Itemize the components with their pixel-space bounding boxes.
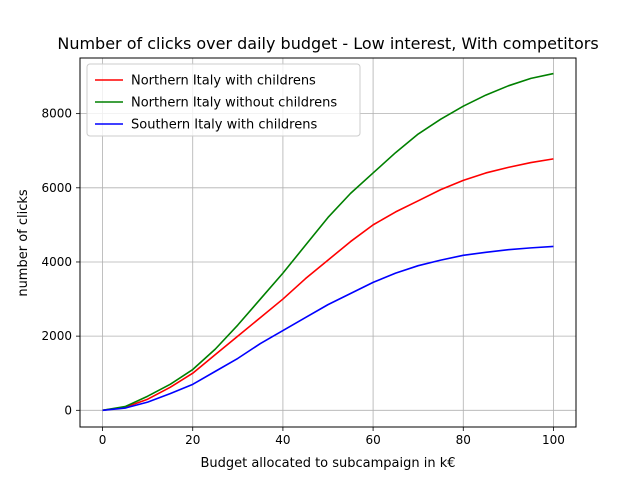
series-line-2 (102, 72, 554, 412)
x-tick-label: 80 (456, 433, 471, 447)
series-lines (102, 72, 554, 412)
legend: Northern Italy with childrens Northern It… (86, 63, 361, 137)
legend-label: Northern Italy without childrens (131, 96, 337, 111)
plot-area-frame (79, 57, 577, 428)
legend-label: Southern Italy with childrens (131, 118, 317, 133)
y-tick-label: 8000 (41, 107, 72, 121)
series-line-1 (102, 158, 554, 412)
y-axis-label: number of clicks (16, 189, 31, 297)
y-tick-label: 6000 (41, 181, 72, 195)
y-tick-label: 2000 (41, 329, 72, 343)
y-tick-label: 4000 (41, 255, 72, 269)
chart-title: Number of clicks over daily budget - Low… (57, 34, 598, 53)
axis-ticks: 0 20 40 60 80 100 0 2000 4000 6000 8000 (41, 107, 564, 447)
x-tick-label: 60 (365, 433, 380, 447)
y-tick-label: 0 (64, 403, 72, 417)
x-tick-label: 20 (185, 433, 200, 447)
legend-box (86, 63, 361, 137)
x-tick-label: 40 (275, 433, 290, 447)
x-tick-label: 100 (542, 433, 565, 447)
x-tick-label: 0 (99, 433, 107, 447)
legend-label: Northern Italy with childrens (131, 74, 316, 89)
x-axis-label: Budget allocated to subcampaign in k€ (200, 456, 455, 471)
series-line-3 (102, 245, 554, 412)
